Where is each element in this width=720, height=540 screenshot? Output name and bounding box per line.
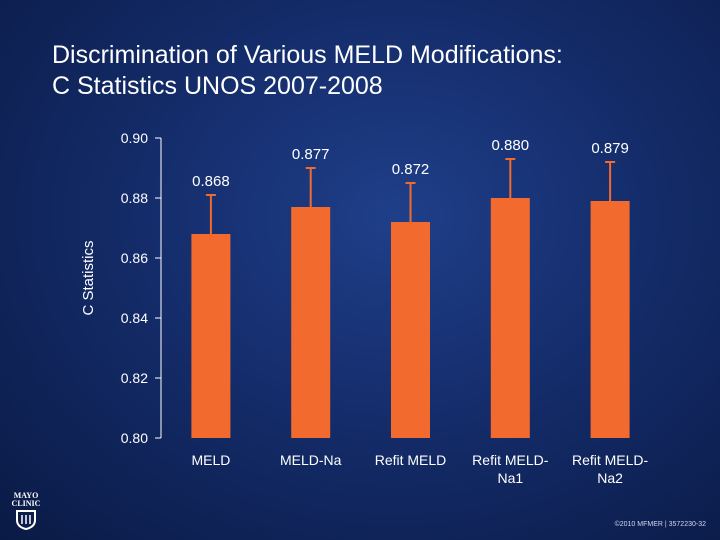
data-label: 0.868	[192, 173, 230, 190]
x-category-label: Refit MELD-	[472, 452, 549, 468]
x-category-label: Refit MELD-	[572, 452, 649, 468]
mayo-clinic-logo: MAYO CLINIC	[8, 492, 44, 530]
x-category-label: MELD	[191, 452, 230, 468]
y-tick-label: 0.90	[121, 130, 148, 146]
data-label: 0.879	[591, 140, 629, 157]
shield-icon	[16, 510, 36, 530]
x-category-label: Refit MELD	[375, 452, 447, 468]
bar	[590, 201, 630, 438]
y-tick-label: 0.80	[121, 430, 148, 446]
bar	[191, 234, 231, 438]
y-axis-label: C Statistics	[80, 240, 97, 315]
logo-line-1: MAYO	[13, 491, 39, 500]
logo-line-2: CLINIC	[11, 499, 41, 508]
data-label: 0.872	[392, 161, 430, 178]
bar	[391, 222, 430, 438]
y-tick-label: 0.88	[121, 190, 148, 206]
y-tick-label: 0.84	[121, 310, 148, 326]
x-category-label: MELD-Na	[280, 452, 342, 468]
copyright-footer: ©2010 MFMER | 3572230-32	[614, 521, 706, 528]
data-label: 0.880	[492, 137, 530, 154]
title-line-1: Discrimination of Various MELD Modificat…	[52, 41, 563, 69]
x-category-label: Na1	[497, 470, 523, 486]
x-category-label: Na2	[597, 470, 623, 486]
slide-title: Discrimination of Various MELD Modificat…	[52, 40, 692, 102]
y-tick-label: 0.82	[121, 370, 148, 386]
bar	[291, 207, 331, 438]
data-label: 0.877	[292, 146, 330, 163]
bar	[490, 198, 530, 438]
title-line-2: C Statistics UNOS 2007-2008	[52, 72, 383, 100]
y-tick-label: 0.86	[121, 250, 148, 266]
